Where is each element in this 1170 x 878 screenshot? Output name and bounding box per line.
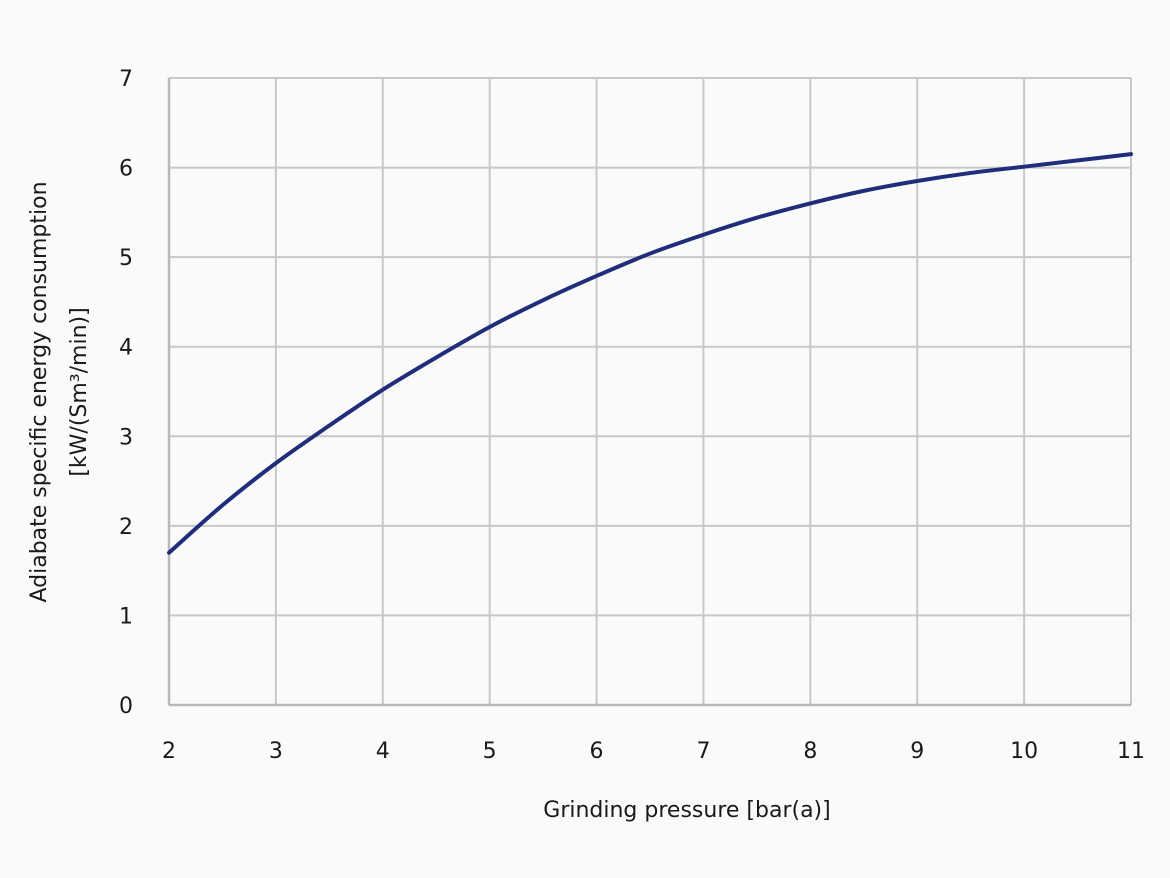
x-tick-label: 5 xyxy=(483,739,497,764)
y-axis-title-line2: [kW/(Sm³/min)] xyxy=(67,307,92,476)
y-tick-label: 6 xyxy=(119,157,133,182)
x-tick-label: 7 xyxy=(696,739,710,764)
x-axis-title: Grinding pressure [bar(a)] xyxy=(543,798,830,823)
x-tick-label: 4 xyxy=(376,739,390,764)
x-tick-label: 11 xyxy=(1117,739,1145,764)
x-tick-label: 10 xyxy=(1010,739,1038,764)
y-tick-label: 0 xyxy=(119,694,133,719)
y-tick-label: 1 xyxy=(119,604,133,629)
y-tick-label: 7 xyxy=(119,67,133,92)
axes xyxy=(167,78,1131,707)
series-line xyxy=(167,152,1133,555)
y-tick-label: 2 xyxy=(119,515,133,540)
x-tick-label: 9 xyxy=(910,739,924,764)
series-layer xyxy=(167,152,1133,555)
x-tick-label: 8 xyxy=(803,739,817,764)
y-tick-label: 4 xyxy=(119,336,133,361)
y-tick-label: 3 xyxy=(119,425,133,450)
x-tick-label: 6 xyxy=(590,739,604,764)
x-tick-label: 2 xyxy=(162,739,176,764)
grid xyxy=(169,77,1132,705)
tick-labels: 2 3 4 5 6 7 8 9 10 11 0 1 2 3 4 5 6 7 xyxy=(119,67,1145,764)
y-axis-title-line1: Adiabate specific energy consumption xyxy=(27,181,52,602)
y-tick-label: 5 xyxy=(119,246,133,271)
x-tick-label: 3 xyxy=(269,739,283,764)
